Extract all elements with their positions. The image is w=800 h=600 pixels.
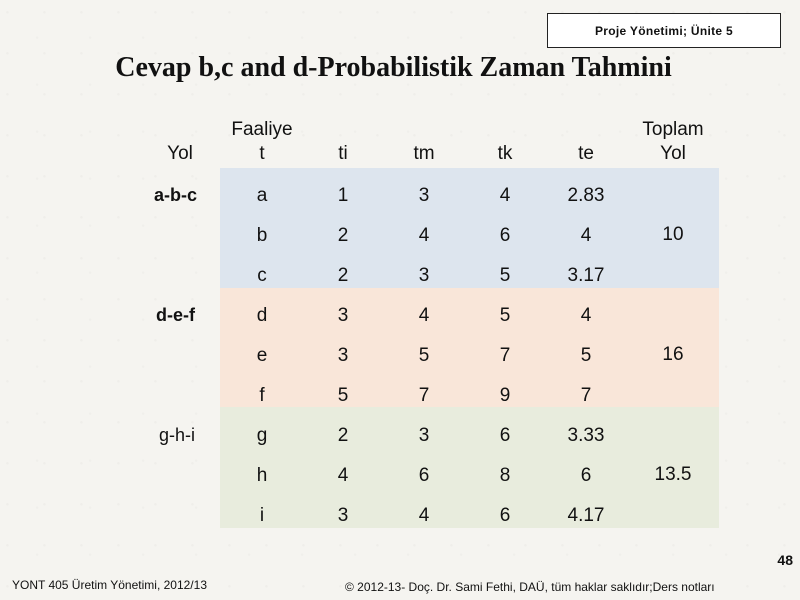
cell-ti: 2 — [337, 425, 349, 446]
header-te: te — [578, 143, 594, 164]
header-faaliyet: Faaliye t — [231, 119, 293, 164]
cell-faaliyet: e — [256, 345, 268, 366]
path-label-abc: a-b-c — [154, 185, 198, 205]
cell-ti: 3 — [337, 505, 349, 526]
cell-tm: 6 — [418, 465, 430, 486]
header-tk: tk — [497, 143, 513, 164]
group-band-1 — [220, 168, 719, 288]
cell-faaliyet: b — [256, 225, 268, 246]
path-label-def: d-e-f — [156, 305, 195, 325]
cell-tk: 6 — [499, 505, 511, 526]
total-path-abc: 10 — [662, 224, 684, 245]
cell-faaliyet: f — [259, 385, 265, 406]
page-number: 48 — [777, 552, 793, 568]
cell-tm: 5 — [418, 345, 430, 366]
cell-faaliyet: g — [256, 425, 268, 446]
cell-te: 4.17 — [567, 505, 605, 526]
cell-tk: 6 — [499, 425, 511, 446]
cell-te: 5 — [580, 345, 592, 366]
cell-ti: 3 — [337, 345, 349, 366]
cell-tk: 9 — [499, 385, 511, 406]
footer-copyright: © 2012-13- Doç. Dr. Sami Fethi, DAÜ, tüm… — [345, 580, 715, 594]
cell-te: 7 — [580, 385, 592, 406]
group-band-3 — [220, 407, 719, 528]
cell-faaliyet: i — [259, 505, 265, 526]
cell-te: 6 — [580, 465, 592, 486]
cell-tk: 5 — [499, 265, 511, 286]
cell-ti: 2 — [337, 225, 349, 246]
cell-tk: 5 — [499, 305, 511, 326]
cell-tm: 3 — [418, 185, 430, 206]
cell-ti: 1 — [337, 185, 349, 206]
cell-te: 3.33 — [567, 425, 605, 446]
cell-te: 4 — [580, 305, 592, 326]
cell-tm: 4 — [418, 505, 430, 526]
cell-te: 4 — [580, 225, 592, 246]
footer-course: YONT 405 Üretim Yönetimi, 2012/13 — [12, 578, 207, 592]
cell-faaliyet: c — [257, 265, 267, 286]
cell-tk: 7 — [499, 345, 511, 366]
cell-ti: 3 — [337, 305, 349, 326]
cell-faaliyet: d — [256, 305, 268, 326]
cell-ti: 4 — [337, 465, 349, 486]
cell-te: 2.83 — [567, 185, 605, 206]
header-yol: Yol — [167, 143, 193, 164]
cell-tm: 3 — [418, 425, 430, 446]
total-path-ghi: 13.5 — [654, 464, 692, 485]
cell-tm: 3 — [418, 265, 430, 286]
cell-faaliyet: a — [256, 185, 268, 206]
group-band-2 — [220, 288, 719, 407]
header-ti: ti — [338, 143, 348, 164]
cell-ti: 5 — [337, 385, 349, 406]
header-tm: tm — [413, 143, 435, 164]
unit-label: Proje Yönetimi; Ünite 5 — [594, 23, 734, 38]
total-path-def: 16 — [662, 344, 684, 365]
cell-faaliyet: h — [256, 465, 268, 486]
cell-tm: 4 — [418, 305, 430, 326]
cell-tm: 7 — [418, 385, 430, 406]
header-toplam-yol: Toplam Yol — [642, 119, 704, 164]
cell-tk: 4 — [499, 185, 511, 206]
cell-tm: 4 — [418, 225, 430, 246]
slide-title: Cevap b,c and d-Probabilistik Zaman Tahm… — [115, 52, 672, 83]
cell-tk: 8 — [499, 465, 511, 486]
cell-ti: 2 — [337, 265, 349, 286]
cell-te: 3.17 — [567, 265, 605, 286]
unit-header-box: Proje Yönetimi; Ünite 5 — [547, 13, 781, 48]
cell-tk: 6 — [499, 225, 511, 246]
path-label-ghi: g-h-i — [159, 425, 196, 445]
